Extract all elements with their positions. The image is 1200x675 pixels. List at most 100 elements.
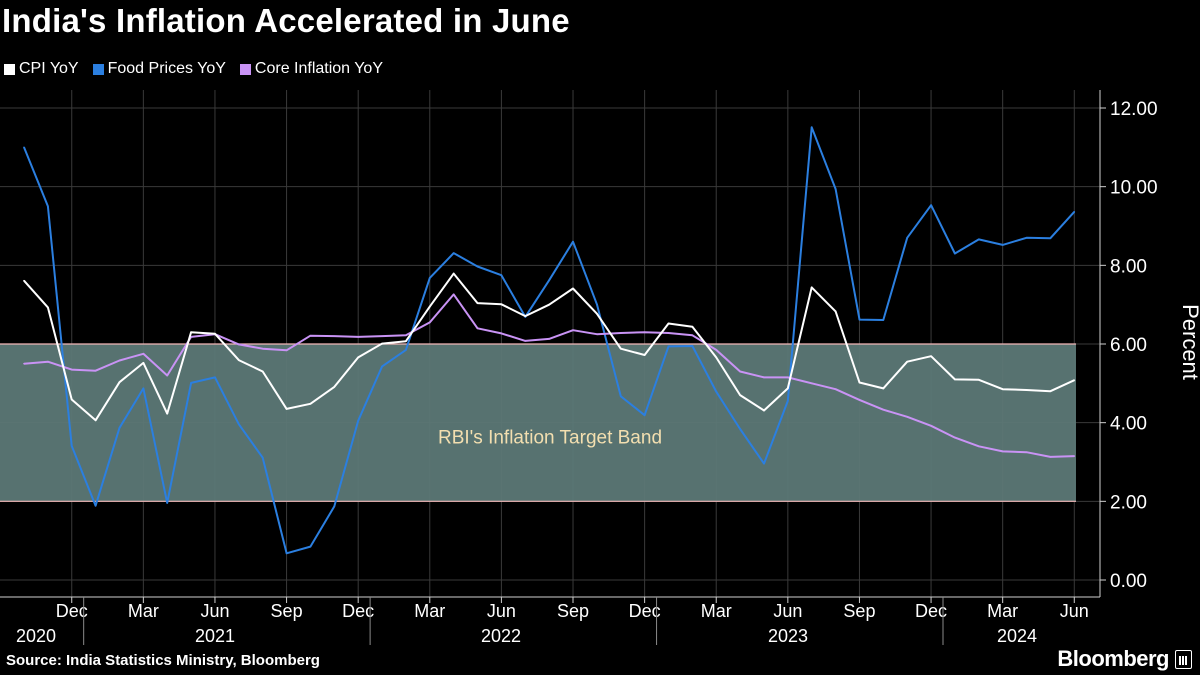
- core-inflation-line-point: [23, 362, 25, 365]
- cpi-line-point: [643, 354, 646, 356]
- core-inflation-line-point: [739, 370, 741, 373]
- cpi-line-point: [261, 370, 264, 373]
- food-prices-line-point: [787, 400, 789, 402]
- core-inflation-line-point: [476, 327, 479, 330]
- food-prices-line-point: [834, 188, 837, 190]
- cpi-line-point: [238, 359, 240, 361]
- cpi-line-point: [357, 356, 359, 359]
- cpi-line-point: [787, 387, 789, 390]
- food-prices-line-point: [810, 126, 813, 129]
- cpi-line-point: [1001, 388, 1004, 391]
- food-prices-line-point: [47, 205, 49, 208]
- x-tick-label: Mar: [987, 601, 1018, 621]
- cpi-line-point: [214, 332, 216, 335]
- cpi-line-point: [739, 394, 741, 396]
- y-tick-label: 2.00: [1110, 492, 1147, 513]
- core-inflation-line-point: [834, 388, 837, 391]
- cpi-line-point: [810, 286, 813, 289]
- food-prices-line-point: [643, 414, 646, 416]
- food-prices-line-point: [763, 462, 765, 465]
- food-prices-line-point: [1049, 237, 1052, 239]
- cpi-line-point: [94, 419, 97, 422]
- core-inflation-line-point: [333, 335, 336, 337]
- cpi-line-point: [1025, 389, 1028, 391]
- y-tick-label: 4.00: [1110, 414, 1147, 435]
- core-inflation-line-point: [285, 349, 288, 352]
- x-tick-label: Sep: [557, 601, 589, 621]
- core-inflation-line-point: [500, 332, 503, 335]
- target-band-label: RBI's Inflation Target Band: [438, 428, 662, 449]
- brand-name: Bloomberg: [1057, 646, 1169, 671]
- x-tick-label: Jun: [200, 601, 229, 621]
- legend-swatch-cpi: [4, 63, 15, 75]
- cpi-line-point: [1049, 390, 1052, 393]
- core-inflation-line-point: [572, 329, 574, 332]
- food-prices-line-point: [1073, 211, 1076, 213]
- food-prices-line-point: [118, 426, 121, 429]
- y-tick-label: 12.00: [1110, 99, 1158, 120]
- core-inflation-line-point: [524, 340, 527, 342]
- legend-item-core: Core Inflation YoY: [239, 60, 383, 78]
- chart-legend: CPI YoY Food Prices YoY Core Inflation Y…: [4, 60, 383, 78]
- legend-swatch-food: [92, 63, 104, 75]
- cpi-line-point: [715, 356, 718, 359]
- core-inflation-line-point: [906, 415, 908, 418]
- cpi-line-point: [142, 362, 145, 364]
- core-inflation-line-point: [452, 293, 455, 296]
- legend-item-cpi: CPI YoY: [4, 60, 79, 78]
- cpi-line-point: [834, 310, 837, 313]
- x-tick-label: Jun: [1060, 601, 1089, 621]
- core-inflation-line-point: [357, 336, 359, 338]
- legend-item-food: Food Prices YoY: [92, 60, 226, 78]
- core-inflation-line-point: [428, 321, 431, 324]
- cpi-line-point: [548, 303, 550, 306]
- core-inflation-line-point: [1073, 455, 1076, 457]
- cpi-line-point: [1073, 379, 1076, 381]
- core-inflation-line-point: [118, 359, 121, 362]
- food-prices-line-point: [238, 423, 240, 426]
- core-inflation-line-point: [309, 334, 312, 337]
- food-prices-line-point: [858, 318, 861, 321]
- cpi-line-point: [47, 306, 49, 309]
- year-label: 2020: [16, 626, 56, 646]
- food-prices-line-point: [166, 502, 169, 504]
- core-inflation-line-point: [596, 333, 598, 335]
- food-prices-line-point: [381, 365, 383, 368]
- bloomberg-terminal-icon: [1175, 649, 1192, 669]
- cpi-line-point: [596, 312, 598, 315]
- food-prices-line-point: [309, 545, 312, 548]
- x-tick-label: Dec: [629, 601, 661, 621]
- food-prices-line-point: [285, 552, 288, 555]
- food-prices-line-point: [572, 240, 574, 243]
- x-tick-label: Dec: [56, 601, 88, 621]
- core-inflation-line-point: [643, 331, 646, 334]
- food-prices-line-point: [1001, 244, 1004, 246]
- core-inflation-line-point: [381, 335, 383, 337]
- cpi-line-point: [619, 347, 622, 350]
- cpi-line-point: [309, 402, 312, 405]
- x-tick-label: Mar: [701, 601, 732, 621]
- legend-label-cpi: CPI YoY: [19, 60, 79, 77]
- cpi-line-point: [500, 303, 503, 306]
- core-inflation-line-point: [619, 332, 622, 334]
- core-inflation-line-point: [1049, 456, 1052, 458]
- food-prices-line-point: [739, 428, 741, 430]
- cpi-line-point: [858, 381, 861, 384]
- y-tick-label: 0.00: [1110, 571, 1147, 592]
- cpi-line-point: [572, 287, 574, 290]
- y-tick-label: 10.00: [1110, 178, 1158, 199]
- food-prices-line-point: [452, 252, 455, 254]
- x-tick-label: Dec: [915, 601, 947, 621]
- food-prices-line-point: [715, 390, 718, 393]
- food-prices-line-point: [500, 274, 503, 276]
- core-inflation-line-point: [166, 374, 169, 377]
- food-prices-line-point: [190, 382, 192, 384]
- core-inflation-line-point: [238, 343, 240, 346]
- food-prices-line-point: [548, 279, 550, 282]
- y-tick-label: 8.00: [1110, 256, 1147, 277]
- bloomberg-logo: Bloomberg: [1057, 646, 1192, 672]
- food-prices-line-point: [428, 277, 431, 279]
- cpi-line-point: [428, 305, 431, 308]
- food-prices-line-point: [930, 204, 932, 206]
- cpi-line-point: [166, 412, 169, 415]
